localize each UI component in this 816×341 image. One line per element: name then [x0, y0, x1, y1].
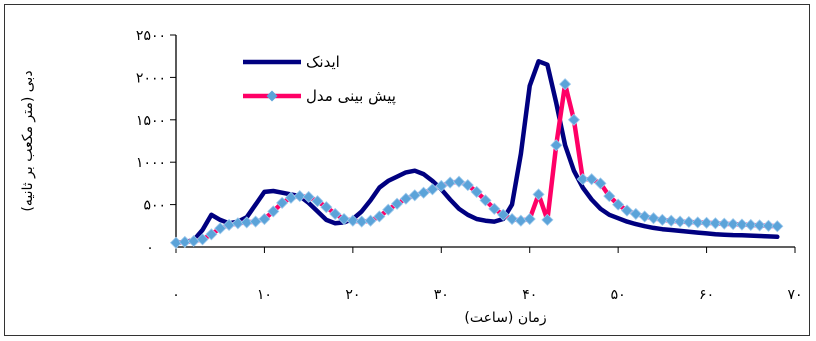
x-tick-label: ۰ — [172, 287, 180, 303]
y-tick-label: ۱۵۰۰ — [136, 113, 166, 129]
data-point — [648, 213, 659, 224]
series-2 — [171, 79, 783, 249]
data-point — [772, 221, 783, 232]
y-tick-label: ۱۰۰۰ — [136, 155, 166, 171]
x-axis-ticks: ۰ ۱۰ ۲۰ ۳۰ ۴۰ ۵۰ ۶۰ ۷۰ — [172, 247, 802, 303]
x-tick-label: ۵۰ — [611, 287, 626, 303]
data-point — [524, 214, 535, 225]
data-point — [568, 114, 579, 125]
x-tick-label: ۲۰ — [345, 287, 360, 303]
x-axis-title: زمان (ساعت) — [464, 310, 546, 326]
y-axis-ticks: ۰ ۵۰۰ ۱۰۰۰ ۱۵۰۰ ۲۰۰۰ ۲۵۰۰ — [136, 28, 176, 256]
y-tick-label: ۲۵۰۰ — [136, 28, 166, 44]
legend: ایدنک پیش بینی مدل — [243, 53, 396, 106]
y-axis-title: دبی (متر مکعب بر ثانیه) — [20, 70, 36, 211]
legend-label: ایدنک — [306, 53, 340, 71]
data-point — [639, 211, 650, 222]
x-tick-label: ۴۰ — [522, 287, 537, 303]
data-point — [542, 214, 553, 225]
x-tick-label: ۶۰ — [699, 287, 714, 303]
data-point — [250, 216, 261, 227]
x-tick-label: ۷۰ — [787, 287, 802, 303]
data-point — [515, 215, 526, 226]
data-point — [551, 140, 562, 151]
data-point — [533, 189, 544, 200]
y-tick-label: ۵۰۰ — [143, 198, 166, 214]
series-layer — [171, 61, 783, 248]
legend-label: پیش بینی مدل — [306, 87, 396, 106]
x-tick-label: ۳۰ — [434, 287, 449, 303]
y-tick-label: ۲۰۰۰ — [136, 70, 166, 86]
data-point — [560, 79, 571, 90]
x-tick-label: ۱۰ — [257, 287, 272, 303]
legend-marker — [267, 91, 278, 102]
y-tick-label: ۰ — [146, 240, 154, 256]
